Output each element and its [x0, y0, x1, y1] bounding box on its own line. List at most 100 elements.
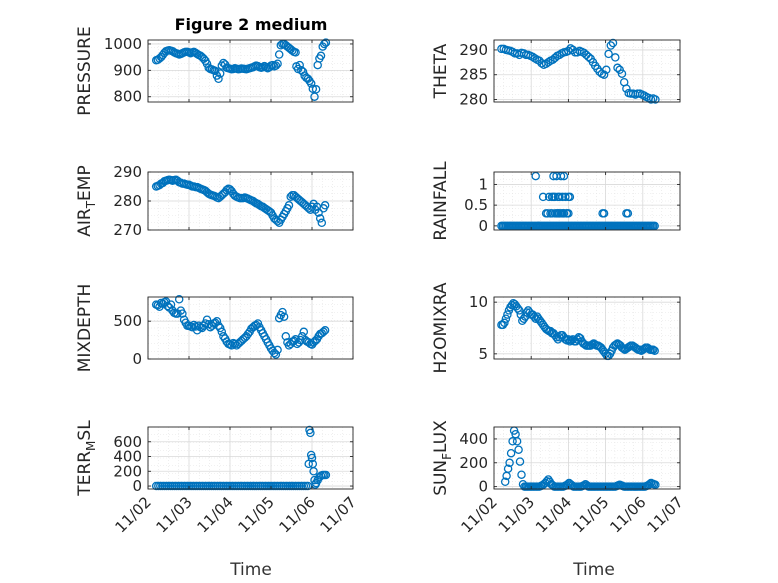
x-axis-label-right: Time	[572, 560, 615, 580]
data-point	[599, 209, 609, 218]
y-tick-label: 290	[113, 163, 142, 181]
data-point	[617, 69, 627, 78]
x-tick-label: 11/05	[569, 493, 612, 536]
y-axis-label: TERRMSL	[75, 420, 98, 497]
data-point	[623, 209, 633, 218]
data-point	[202, 315, 212, 324]
data-point	[316, 51, 326, 61]
x-axis-label-left: Time	[229, 560, 272, 580]
y-axis-label: AIRTEMP	[75, 165, 98, 236]
data-point	[215, 69, 225, 78]
data-point	[315, 214, 325, 223]
data-point	[531, 171, 540, 181]
data-point	[562, 209, 572, 218]
data-point	[517, 470, 526, 479]
y-tick-label: 400	[459, 430, 488, 448]
data-point	[319, 327, 328, 337]
data-point	[608, 38, 618, 48]
axes-box	[147, 39, 354, 103]
data-point	[503, 464, 513, 473]
data-point	[606, 41, 616, 50]
data-point	[222, 185, 231, 195]
panel-theta: 280 285 290 THETA	[431, 38, 681, 109]
y-tick-label: 900	[113, 61, 142, 79]
data-point	[651, 95, 660, 104]
data-point	[547, 192, 557, 202]
data-point	[518, 316, 527, 326]
data-point	[320, 201, 330, 210]
data-point	[503, 310, 512, 319]
data-point	[648, 345, 658, 354]
data-point	[512, 437, 522, 446]
data-point	[284, 201, 294, 210]
y-tick-label: 280	[113, 192, 142, 210]
panel-pressure: 800 900 1000 PRESSURE	[75, 26, 354, 116]
data-point	[651, 480, 660, 490]
axes-box	[493, 171, 681, 231]
data-point	[531, 314, 540, 323]
y-tick-label: 0	[132, 477, 142, 495]
data-point	[556, 209, 566, 218]
y-tick-label: 0	[132, 350, 142, 368]
data-point	[268, 60, 277, 70]
data-point	[317, 218, 327, 228]
data-point	[306, 79, 316, 88]
data-point	[306, 428, 315, 438]
axes-box	[493, 296, 681, 360]
x-tick-label: 11/06	[276, 493, 319, 536]
data-point	[599, 70, 609, 79]
data-point	[544, 58, 553, 67]
axes-box	[147, 296, 354, 360]
data-point	[587, 340, 597, 349]
x-tick-label: 11/04	[194, 493, 237, 536]
x-tick-label: 11/04	[532, 493, 575, 536]
data-point	[215, 323, 225, 333]
data-point	[532, 312, 542, 321]
axes-box	[493, 426, 681, 490]
x-tick-label: 11/03	[495, 493, 538, 536]
data-point	[515, 306, 524, 315]
data-point	[500, 477, 510, 487]
data-point	[273, 59, 282, 68]
data-point	[553, 209, 563, 218]
data-point	[212, 316, 222, 326]
data-point	[559, 209, 569, 218]
panel-air: 270 280 290 AIRTEMP	[75, 163, 354, 239]
y-tick-label: 1	[478, 175, 488, 193]
data-point	[291, 48, 300, 57]
data-point	[547, 209, 557, 218]
data-point	[279, 312, 289, 321]
data-point	[529, 312, 539, 321]
data-point	[178, 309, 187, 318]
data-point	[604, 49, 613, 59]
x-tick-label: 11/06	[606, 493, 649, 536]
x-tick-label: 11/02	[458, 493, 501, 536]
data-point	[278, 307, 287, 317]
data-point	[271, 61, 281, 70]
data-point	[500, 318, 509, 328]
y-tick-label: 290	[459, 41, 488, 59]
y-tick-label: 285	[459, 66, 488, 84]
data-point	[561, 192, 570, 202]
figure-title: Figure 2 medium	[175, 15, 328, 34]
data-point	[311, 85, 321, 94]
data-point	[514, 445, 523, 454]
y-tick-label: 280	[459, 91, 488, 109]
data-point	[650, 346, 659, 355]
y-axis-label: H2OMIXRA	[431, 282, 451, 373]
x-tick-label: 11/07	[317, 493, 360, 536]
data-point	[543, 209, 552, 218]
panel-rainfall: 0 0.5 1 RAINFALL	[431, 161, 681, 241]
data-point	[611, 53, 620, 62]
data-point	[274, 50, 284, 59]
data-point	[308, 84, 318, 94]
data-point	[166, 300, 176, 309]
data-point	[619, 344, 628, 353]
y-tick-label: 0	[478, 217, 488, 235]
axes-box	[147, 426, 354, 490]
data-point	[508, 47, 517, 57]
data-point	[320, 326, 330, 335]
data-point	[515, 457, 525, 466]
data-point	[613, 63, 622, 73]
y-tick-label: 5	[478, 345, 488, 363]
